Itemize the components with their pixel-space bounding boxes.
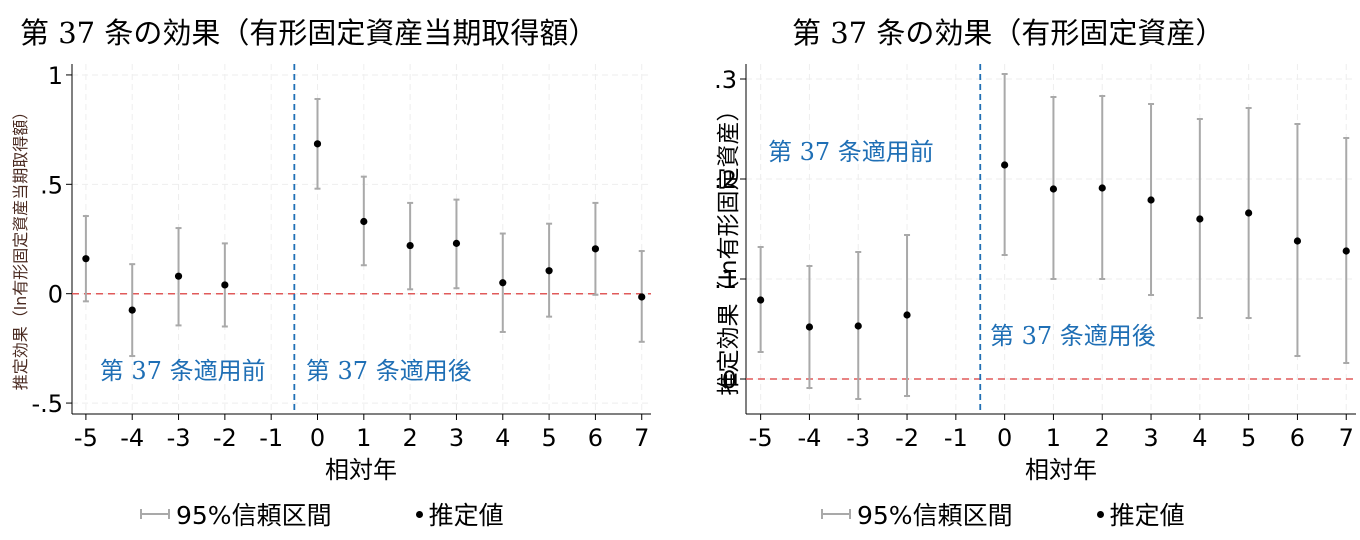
x-tick-label: 4 bbox=[1192, 424, 1207, 452]
legend-point-label: 推定値 bbox=[428, 501, 504, 530]
x-tick-label: 6 bbox=[588, 424, 603, 452]
plot-area: 1 .5 0 -.5 -5 -4 -3 -2 -1 0 1 2 3 4 5 6 7 相対年 推定効果（ln有形固定資… bbox=[11, 62, 651, 484]
estimate-point bbox=[854, 322, 862, 330]
estimate-point bbox=[1245, 209, 1253, 217]
x-tick-label: 1 bbox=[356, 424, 371, 452]
x-tick-label: -2 bbox=[213, 424, 237, 452]
period-annotation: 第 37 条適用後 bbox=[306, 357, 472, 385]
period-annotation: 第 37 条適用前 bbox=[100, 357, 266, 385]
x-tick-label: 2 bbox=[402, 424, 417, 452]
estimate-point bbox=[545, 267, 553, 275]
y-tick-label: 0 bbox=[722, 366, 737, 394]
estimate-point bbox=[1049, 185, 1058, 193]
estimate-point bbox=[1147, 196, 1155, 204]
estimate-point bbox=[128, 306, 136, 314]
y-tick-label: .3 bbox=[714, 66, 737, 94]
y-axis-label: 推定効果（ln有形固定資産） bbox=[716, 99, 742, 396]
estimate-point bbox=[638, 293, 646, 301]
legend-point-swatch bbox=[415, 510, 423, 518]
x-tick-label: -5 bbox=[749, 424, 773, 452]
estimate-point bbox=[903, 311, 911, 319]
x-tick-label: -1 bbox=[944, 424, 968, 452]
chart-title: 第 37 条の効果（有形固定資産） bbox=[792, 16, 1225, 50]
estimate-point bbox=[1098, 184, 1106, 192]
estimate-point bbox=[313, 140, 322, 148]
x-tick-label: 5 bbox=[1241, 424, 1256, 452]
y-tick-label: .5 bbox=[40, 171, 63, 199]
period-annotation: 第 37 条適用前 bbox=[768, 138, 934, 166]
x-tick-label: 4 bbox=[495, 424, 510, 452]
estimate-point bbox=[174, 272, 183, 280]
estimate-point bbox=[82, 255, 90, 263]
x-tick-label: 3 bbox=[449, 424, 464, 452]
x-tick-label: 1 bbox=[1046, 424, 1061, 452]
plot-area: .3 .2 .1 0 -5 -4 -3 -2 -1 0 1 2 3 4 5 6 7 相対年 推定効果（ln有形固定資… bbox=[714, 64, 1356, 484]
legend-point-swatch bbox=[1096, 510, 1104, 518]
period-annotation: 第 37 条適用後 bbox=[990, 322, 1156, 350]
x-tick-label: -5 bbox=[74, 424, 98, 452]
chart-legend: 95%信頼区間 推定値 bbox=[140, 496, 504, 532]
chart-legend: 95%信頼区間 推定値 bbox=[821, 496, 1185, 532]
estimate-point bbox=[1342, 247, 1350, 255]
estimate-point bbox=[499, 279, 507, 287]
y-tick-label: .1 bbox=[714, 266, 737, 294]
legend-point-label: 推定値 bbox=[1109, 501, 1185, 530]
estimate-point bbox=[452, 239, 461, 247]
estimate-point bbox=[757, 296, 765, 304]
x-tick-label: -3 bbox=[167, 424, 191, 452]
estimate-point bbox=[360, 217, 368, 226]
x-tick-label: 3 bbox=[1143, 424, 1158, 452]
x-axis-label: 相対年 bbox=[1025, 456, 1097, 484]
x-tick-label: -1 bbox=[259, 424, 283, 452]
chart-title: 第 37 条の効果（有形固定資産当期取得額） bbox=[20, 16, 598, 50]
y-tick-label: .2 bbox=[714, 166, 737, 194]
x-tick-label: -4 bbox=[797, 424, 821, 452]
x-tick-label: 7 bbox=[634, 424, 649, 452]
estimate-point bbox=[1196, 215, 1204, 223]
y-tick-label: -.5 bbox=[31, 390, 63, 418]
x-axis-label: 相対年 bbox=[325, 456, 397, 484]
estimate-point bbox=[221, 281, 229, 289]
legend-ci-swatch bbox=[821, 509, 851, 519]
legend-ci-swatch bbox=[140, 509, 170, 519]
x-tick-label: -2 bbox=[895, 424, 919, 452]
y-tick-label: 0 bbox=[48, 281, 63, 309]
y-tick-label: 1 bbox=[48, 62, 63, 90]
estimate-point bbox=[1293, 237, 1302, 245]
estimate-point bbox=[591, 245, 600, 253]
legend-ci-label: 95%信頼区間 bbox=[857, 501, 1013, 530]
legend-ci-label: 95%信頼区間 bbox=[176, 501, 332, 530]
estimate-point bbox=[805, 323, 814, 331]
estimate-point bbox=[406, 241, 414, 250]
estimate-point bbox=[1001, 161, 1009, 169]
chart-left: 第 37 条の効果（有形固定資産当期取得額） 1 .5 0 -.5 -5 -4 -3 -2 -1… bbox=[11, 16, 651, 532]
x-tick-label: -4 bbox=[120, 424, 144, 452]
y-axis-label: 推定効果（ln有形固定資産当期取得額） bbox=[11, 104, 30, 391]
x-tick-label: -3 bbox=[846, 424, 870, 452]
x-tick-label: 2 bbox=[1095, 424, 1110, 452]
x-tick-label: 6 bbox=[1290, 424, 1305, 452]
x-tick-label: 7 bbox=[1339, 424, 1354, 452]
x-tick-label: 5 bbox=[541, 424, 556, 452]
x-tick-label: 0 bbox=[310, 424, 325, 452]
chart-right: 第 37 条の効果（有形固定資産） .3 .2 .1 0 -5 -4 -3 -2 -1 0 1 2 3 4… bbox=[680, 0, 1360, 540]
x-tick-label: 0 bbox=[997, 424, 1012, 452]
